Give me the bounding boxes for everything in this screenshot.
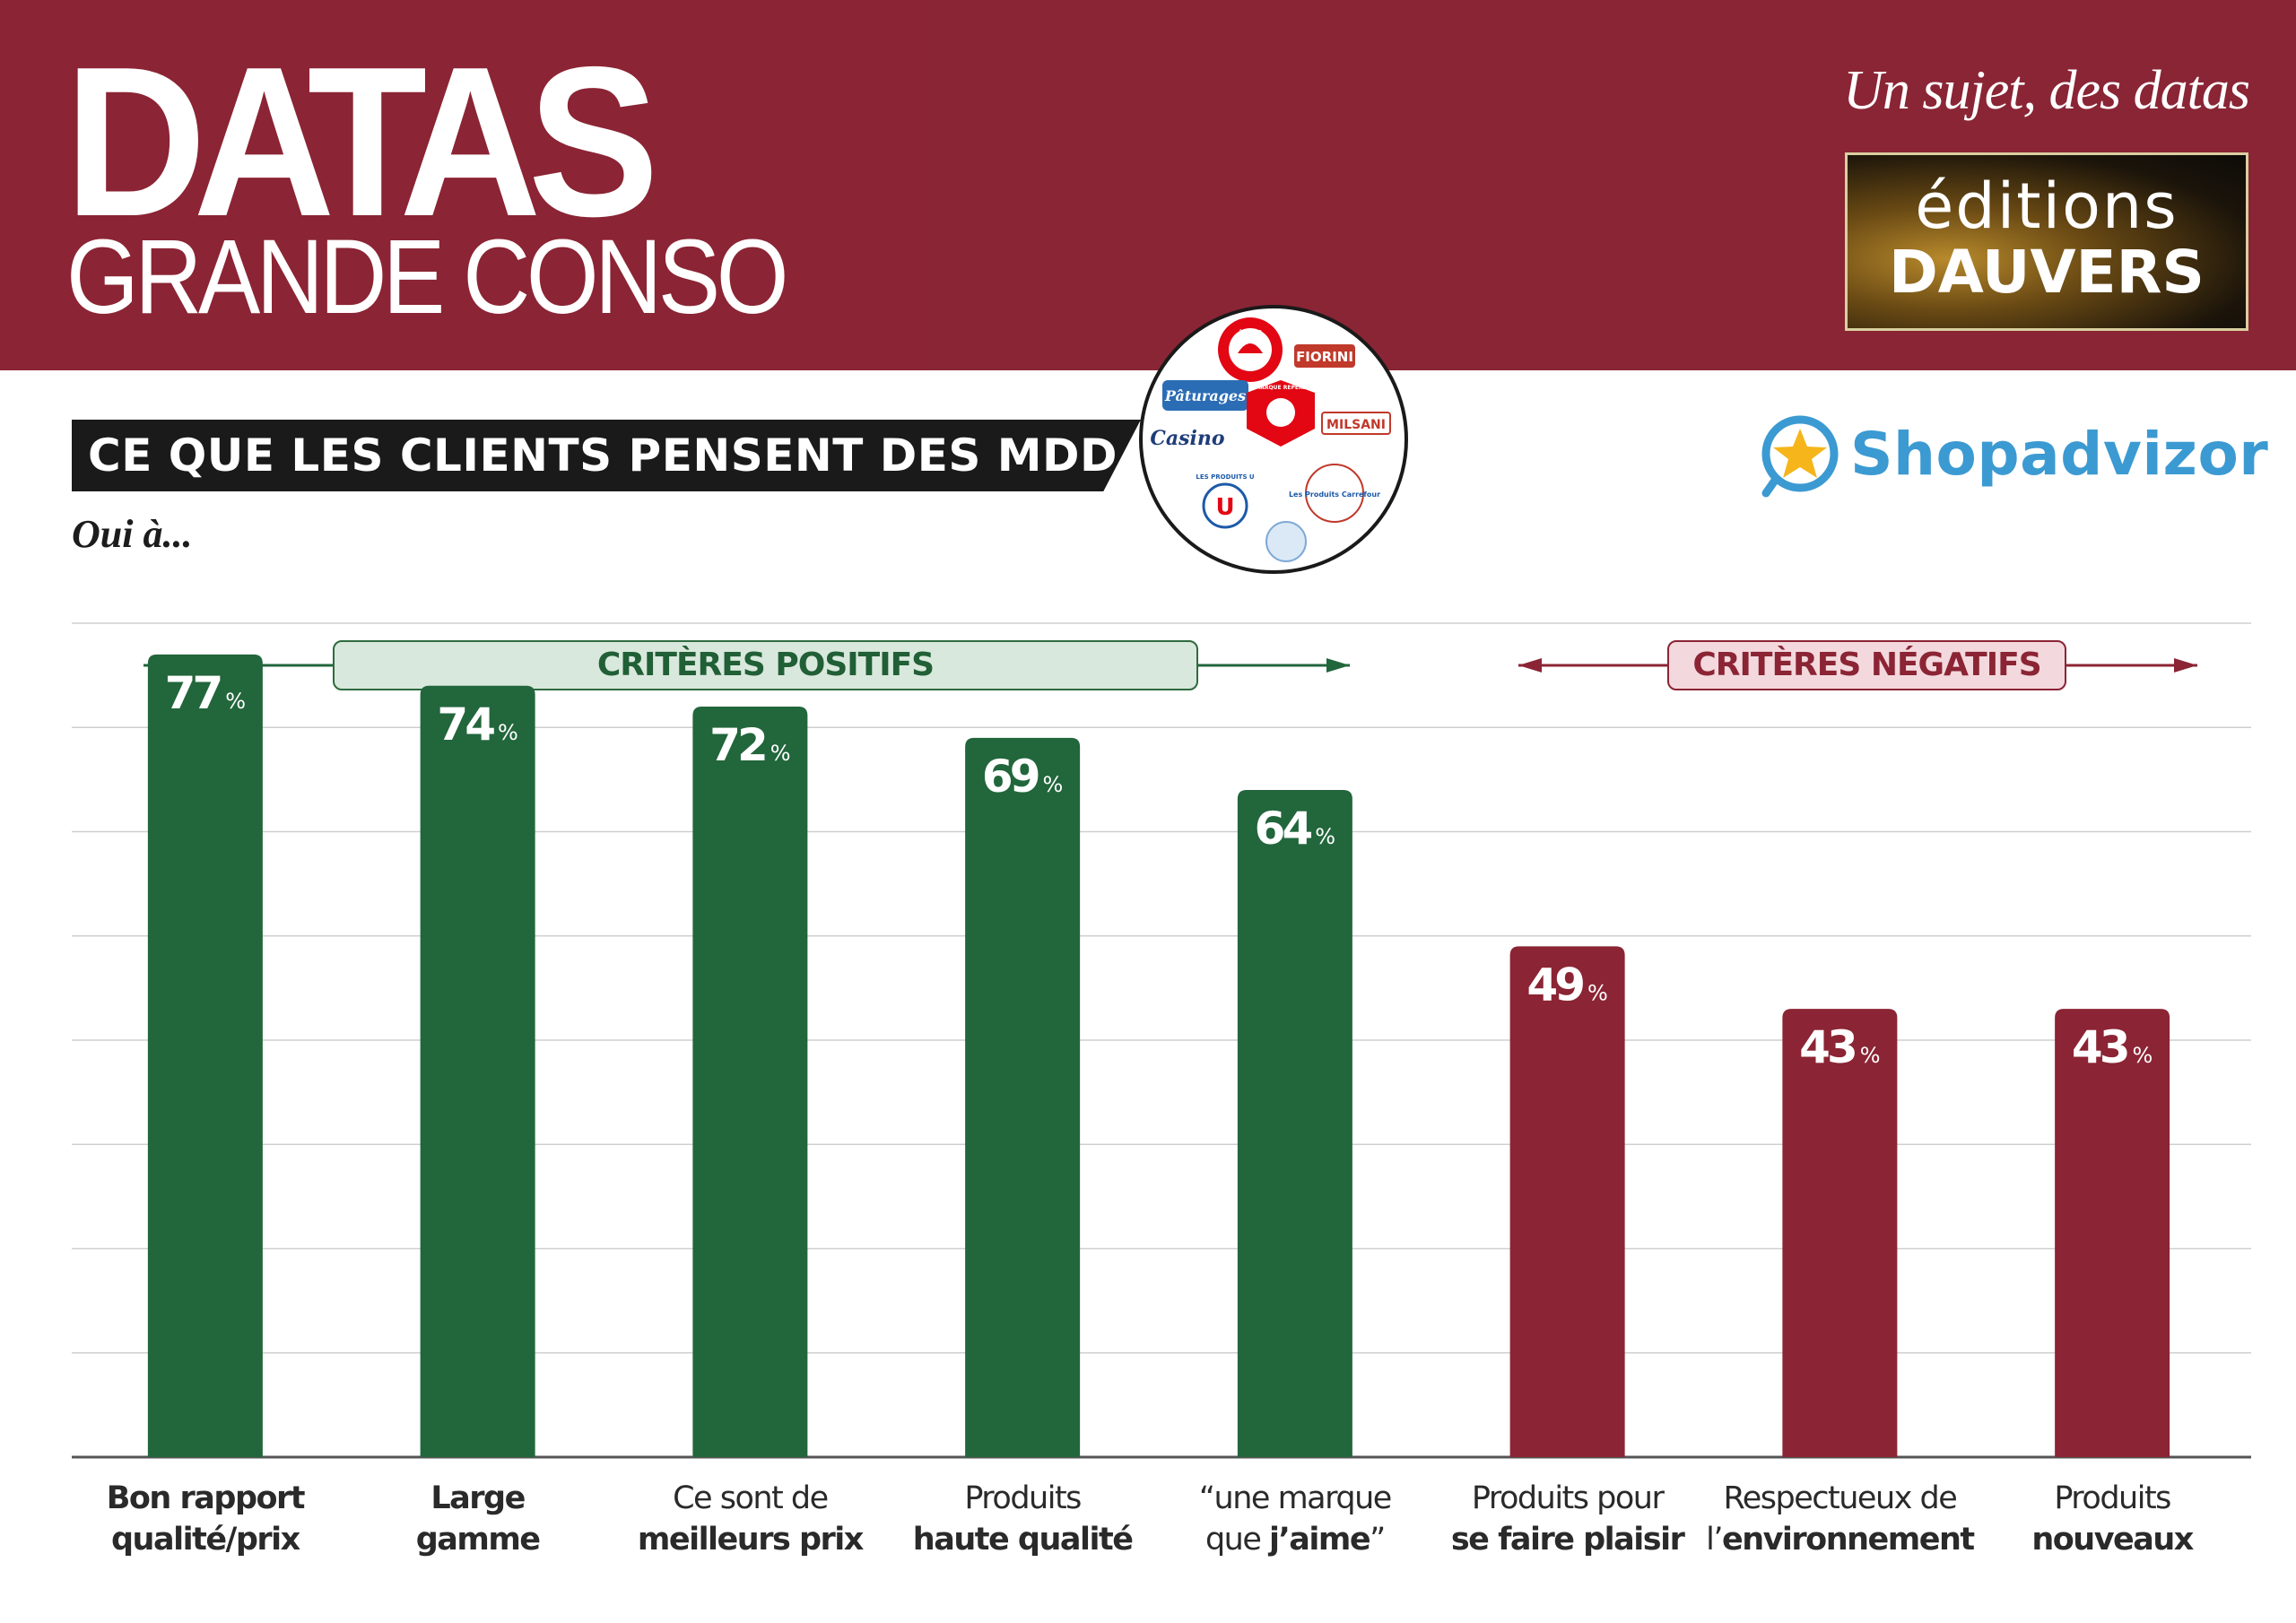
brand-logo-fiorini: FIORINI — [1296, 349, 1353, 365]
criteria-arrow-head — [1518, 658, 1542, 673]
bar-value-label: 43% — [2072, 1021, 2152, 1073]
brand-logo-casino: Casino — [1150, 427, 1224, 450]
category-label: Respectueux de l’environnement — [1706, 1480, 1975, 1558]
publisher-logo-line1: éditions — [1915, 169, 2179, 243]
category-label: Large gamme — [415, 1480, 541, 1558]
section-subtitle: Oui à... — [72, 512, 193, 556]
shopadvizor-logo — [1761, 415, 1839, 498]
criteria-arrow-head — [2174, 658, 2197, 673]
bar — [1237, 790, 1352, 1457]
brand-logo-marque-repere: MARQUE REPÈRE — [1255, 384, 1306, 391]
category-label: Produits pour se faire plaisir — [1450, 1480, 1685, 1558]
section-banner — [72, 420, 1141, 491]
brand-logo-produits-carrefour: Les Produits Carrefour — [1289, 490, 1380, 499]
brand-logo-milsani: MILSANI — [1326, 418, 1386, 432]
bar-value-label: 74% — [437, 699, 517, 751]
bar-value-label: 69% — [982, 751, 1063, 803]
category-label: Produits haute qualité — [912, 1480, 1134, 1558]
chart-gridlines — [72, 622, 2251, 1459]
category-label: Bon rapport qualité/prix — [106, 1480, 306, 1558]
bar — [1509, 946, 1625, 1457]
publisher-logo: éditions DAUVERS — [1845, 152, 2248, 331]
bar — [147, 654, 263, 1457]
svg-text:U: U — [1215, 494, 1234, 521]
category-label: “une marque que j’aime” — [1198, 1480, 1392, 1558]
bar — [2055, 1009, 2170, 1457]
shopadvizor-name: Shopadvizor — [1850, 420, 2269, 489]
bar-value-label: 72% — [709, 719, 790, 771]
bar-value-label: 49% — [1526, 959, 1607, 1011]
brand-logo-produits-u: LES PRODUITS U — [1196, 473, 1255, 481]
category-label: Ce sont de meilleurs prix — [637, 1480, 865, 1558]
brand-subtitle: GRANDE CONSO — [66, 218, 789, 336]
positive-criteria-label: CRITÈRES POSITIFS — [333, 640, 1198, 690]
brand-title: DATAS — [65, 23, 659, 261]
private-label-brands-logo: FIORINI Pâturages MARQUE REPÈRE MILSANI … — [1139, 305, 1408, 574]
criteria-arrow-head — [1326, 658, 1350, 673]
bar-value-label: 43% — [1799, 1021, 1880, 1073]
publisher-logo-line2: DAUVERS — [1889, 238, 2205, 307]
brand-logo-paturages: Pâturages — [1164, 387, 1246, 404]
category-label: Produits nouveaux — [2031, 1480, 2194, 1558]
tagline: Un sujet, des datas — [1843, 60, 2250, 121]
section-title: CE QUE LES CLIENTS PENSENT DES MDD... — [88, 430, 1170, 482]
brand-logo-auchan: Auchan — [1239, 328, 1262, 335]
criteria-arrows — [144, 658, 2197, 673]
bar — [420, 685, 535, 1457]
negative-criteria-label: CRITÈRES NÉGATIFS — [1667, 640, 2066, 690]
bar — [692, 707, 808, 1457]
star-magnifier-icon — [1761, 415, 1839, 498]
bar — [965, 737, 1081, 1457]
bar-value-label: 64% — [1255, 803, 1335, 855]
bar-value-label: 77% — [165, 667, 246, 719]
chart-bars: 77% 74% 72% 69 % 64 % 49 % 43% 43% — [147, 654, 2170, 1457]
bar — [1782, 1009, 1898, 1457]
